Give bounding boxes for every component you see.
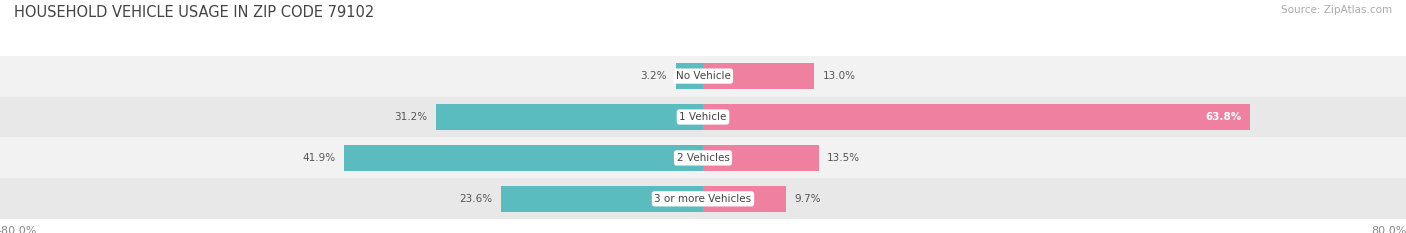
Text: HOUSEHOLD VEHICLE USAGE IN ZIP CODE 79102: HOUSEHOLD VEHICLE USAGE IN ZIP CODE 7910… [14, 5, 374, 20]
Text: 3 or more Vehicles: 3 or more Vehicles [654, 194, 752, 204]
Text: No Vehicle: No Vehicle [675, 71, 731, 81]
Text: 63.8%: 63.8% [1205, 112, 1241, 122]
Text: Source: ZipAtlas.com: Source: ZipAtlas.com [1281, 5, 1392, 15]
Bar [0, 56, 1406, 96]
Text: 9.7%: 9.7% [794, 194, 821, 204]
Bar [436, 104, 703, 130]
Text: 13.0%: 13.0% [823, 71, 856, 81]
Bar [0, 137, 1406, 178]
Text: 3.2%: 3.2% [641, 71, 666, 81]
Text: 13.5%: 13.5% [827, 153, 860, 163]
Text: 2 Vehicles: 2 Vehicles [676, 153, 730, 163]
Text: 23.6%: 23.6% [458, 194, 492, 204]
Bar [703, 145, 818, 171]
Bar [703, 186, 786, 212]
Bar [344, 145, 703, 171]
Bar [0, 96, 1406, 137]
Text: 41.9%: 41.9% [302, 153, 335, 163]
Bar [703, 104, 1250, 130]
Bar [501, 186, 703, 212]
Bar [0, 178, 1406, 219]
Text: 1 Vehicle: 1 Vehicle [679, 112, 727, 122]
Bar [703, 63, 814, 89]
Bar [675, 63, 703, 89]
Text: 31.2%: 31.2% [394, 112, 427, 122]
